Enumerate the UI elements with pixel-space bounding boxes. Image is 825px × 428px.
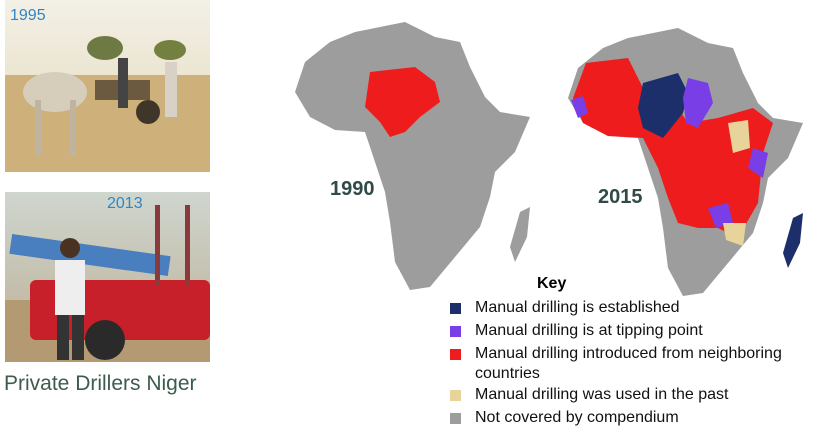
legend-swatch — [450, 349, 461, 360]
legend-swatch — [450, 413, 461, 424]
legend-item: Manual drilling was used in the past — [450, 385, 822, 405]
legend-label: Manual drilling is established — [475, 298, 680, 318]
map-2015 — [568, 28, 803, 296]
legend-item: Not covered by compendium — [450, 408, 822, 428]
photo-2013 — [5, 192, 210, 362]
legend-swatch — [450, 326, 461, 337]
legend-label: Not covered by compendium — [475, 408, 679, 428]
legend-swatch — [450, 303, 461, 314]
map-year: 2015 — [598, 186, 643, 209]
photo-year: 2013 — [107, 195, 143, 213]
photo-1995 — [5, 0, 210, 172]
caption: Private Drillers Niger — [4, 372, 197, 396]
map-region — [783, 213, 803, 268]
map-region — [510, 207, 530, 262]
photo-year: 1995 — [10, 7, 46, 25]
legend-label: Manual drilling is at tipping point — [475, 321, 703, 341]
legend-item: Manual drilling is established — [450, 298, 822, 318]
key-title: Key — [537, 275, 566, 293]
legend-item: Manual drilling is at tipping point — [450, 321, 822, 341]
legend-swatch — [450, 390, 461, 401]
legend-label: Manual drilling was used in the past — [475, 385, 728, 405]
map-1990 — [295, 22, 530, 290]
legend-label: Manual drilling introduced from neighbor… — [475, 344, 822, 384]
map-year: 1990 — [330, 178, 375, 201]
map-region — [295, 22, 530, 290]
legend-item: Manual drilling introduced from neighbor… — [450, 344, 822, 384]
slide: 1995 2013 Private Drillers Niger 1990 20… — [0, 0, 825, 428]
